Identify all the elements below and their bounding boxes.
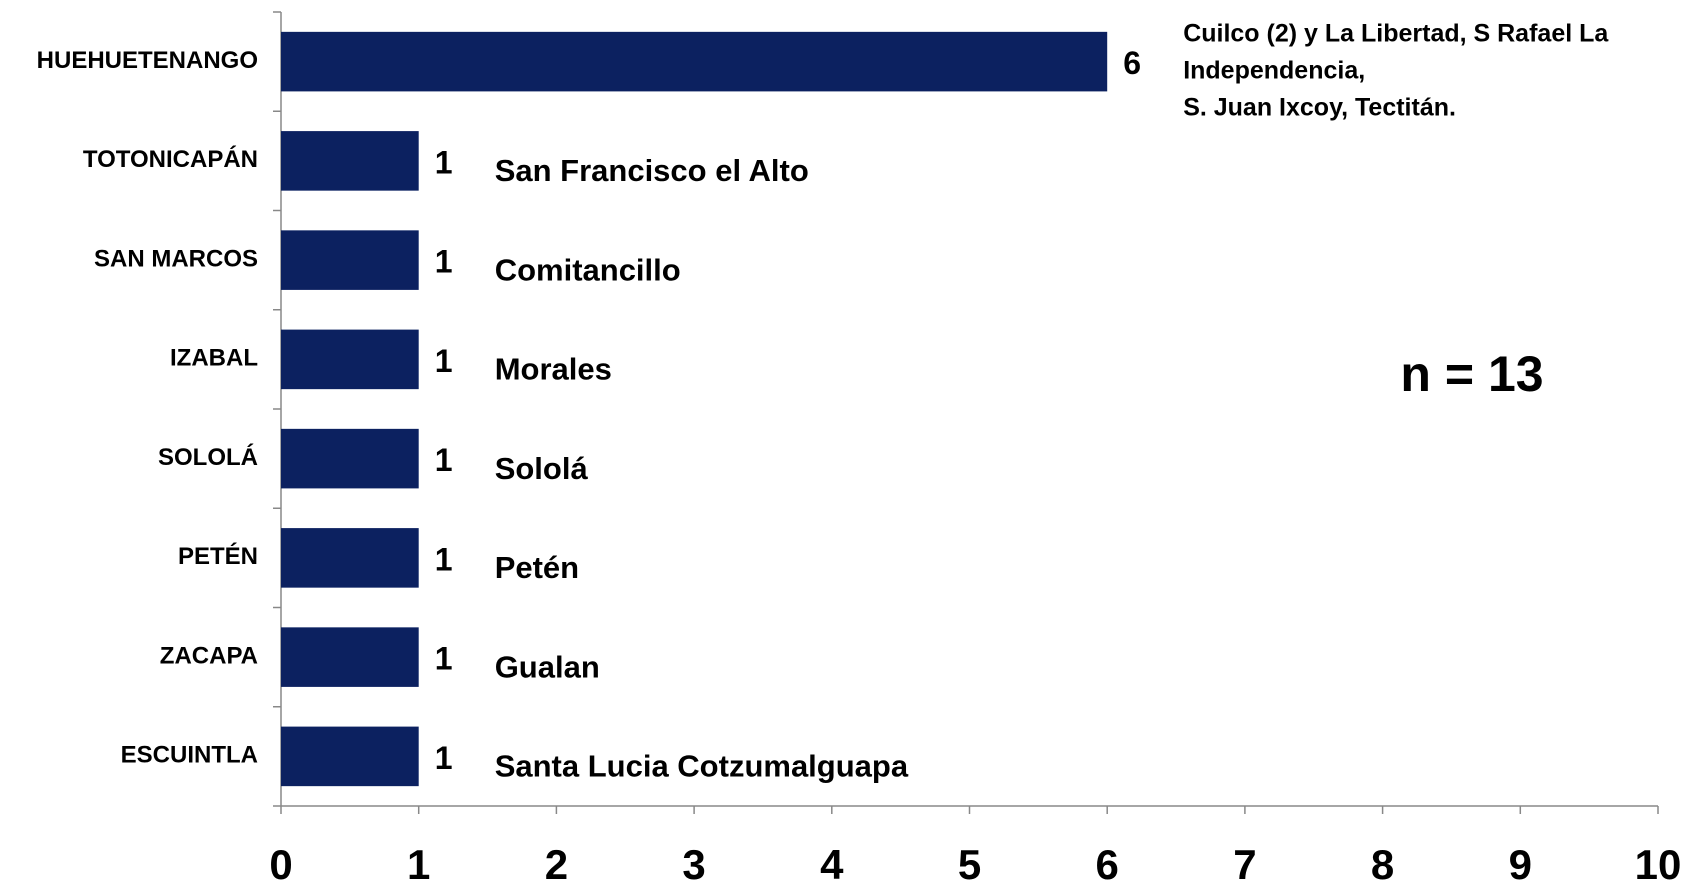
- x-tick-label: 7: [1233, 841, 1256, 885]
- y-tick-label: PETÉN: [178, 542, 258, 570]
- bar: [281, 31, 1108, 92]
- municipality-note: Gualan: [495, 649, 600, 684]
- x-tick-label: 4: [820, 841, 844, 885]
- bar: [281, 726, 419, 787]
- data-label: 1: [435, 442, 453, 478]
- y-tick-label: ESCUINTLA: [121, 742, 258, 769]
- bar: [281, 428, 419, 489]
- data-label: 1: [435, 343, 453, 379]
- municipality-note: Petén: [495, 550, 579, 585]
- municipality-note: San Francisco el Alto: [495, 153, 809, 188]
- x-tick-label: 5: [958, 841, 981, 885]
- municipality-note: Comitancillo: [495, 252, 681, 287]
- municipality-note: Morales: [495, 352, 612, 387]
- bar: [281, 230, 419, 290]
- bar: [281, 627, 419, 687]
- y-tick-label: ZACAPA: [160, 642, 258, 669]
- municipality-note: Cuilco (2) y La Libertad, S Rafael La: [1183, 19, 1609, 47]
- x-tick-label: 8: [1371, 841, 1394, 885]
- x-tick-label: 6: [1096, 841, 1119, 885]
- x-tick-label: 0: [269, 841, 292, 885]
- data-label: 6: [1123, 45, 1141, 81]
- data-label: 1: [435, 541, 453, 577]
- municipality-note: Santa Lucia Cotzumalguapa: [495, 749, 909, 784]
- sample-size: n = 13: [1400, 346, 1543, 402]
- x-tick-label: 2: [545, 841, 568, 885]
- bar: [281, 528, 419, 588]
- data-label: 1: [435, 641, 453, 677]
- municipality-note: Independencia,: [1183, 56, 1365, 84]
- y-tick-label: TOTONICAPÁN: [83, 145, 258, 173]
- x-tick-label: 1: [407, 841, 430, 885]
- y-tick-label: IZABAL: [170, 345, 258, 372]
- bar: [281, 131, 419, 191]
- y-tick-label: SOLOLÁ: [158, 443, 258, 471]
- y-tick-label: HUEHUETENANGO: [37, 47, 258, 74]
- y-tick-label: SAN MARCOS: [94, 245, 258, 272]
- municipality-note: S. Juan Ixcoy, Tectitán.: [1183, 93, 1456, 121]
- data-label: 1: [435, 740, 453, 776]
- municipality-note: Sololá: [495, 451, 589, 486]
- x-tick-label: 3: [682, 841, 705, 885]
- data-label: 1: [435, 244, 453, 280]
- data-label: 1: [435, 144, 453, 180]
- bar: [281, 329, 419, 390]
- x-tick-label: 10: [1635, 841, 1682, 885]
- x-tick-label: 9: [1509, 841, 1532, 885]
